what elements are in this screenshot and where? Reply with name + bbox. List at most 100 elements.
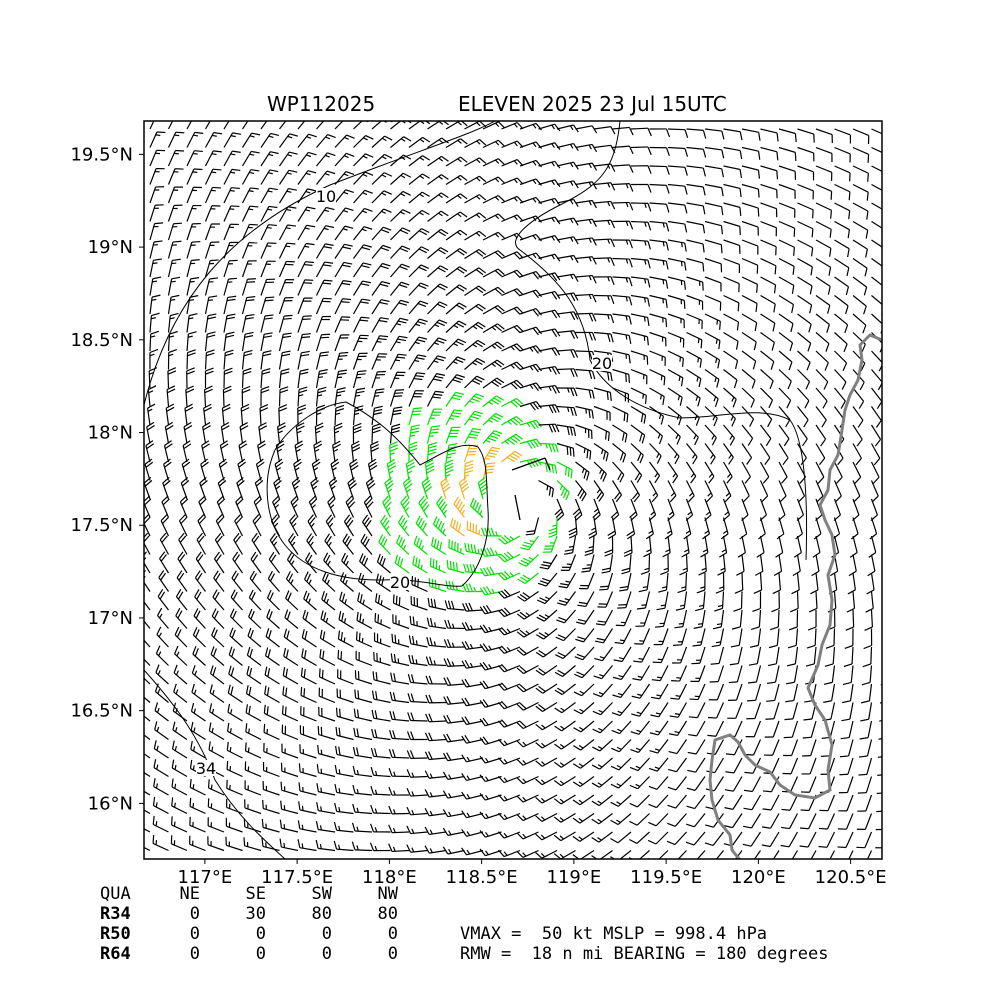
wind-barb bbox=[260, 385, 270, 407]
wind-barb bbox=[554, 665, 576, 678]
wind-barb bbox=[370, 785, 391, 796]
wind-barb bbox=[220, 421, 230, 444]
wind-barb bbox=[834, 332, 848, 353]
wind-barb bbox=[725, 739, 743, 756]
wind-barb bbox=[279, 819, 299, 833]
wind-barb bbox=[890, 259, 904, 277]
wind-barb bbox=[799, 813, 817, 830]
wind-barb bbox=[167, 312, 179, 333]
wind-barb bbox=[825, 628, 836, 649]
wind-barb bbox=[633, 646, 651, 663]
wind-barb bbox=[704, 146, 725, 159]
wind-barb bbox=[538, 142, 561, 150]
wind-barb bbox=[427, 355, 446, 370]
wind-barb bbox=[723, 331, 739, 350]
wind-barb bbox=[415, 515, 428, 537]
wind-barb bbox=[424, 459, 435, 481]
wind-barb bbox=[538, 404, 560, 414]
wind-barb bbox=[223, 313, 236, 333]
table-cell: 0 bbox=[321, 924, 332, 944]
lat-tick-label: 18.5°N bbox=[70, 330, 133, 351]
wind-barb bbox=[171, 797, 188, 815]
wind-barb bbox=[556, 442, 575, 457]
wind-barb bbox=[482, 194, 505, 204]
wind-barb bbox=[704, 128, 725, 140]
wind-barb bbox=[870, 424, 882, 447]
wind-barb bbox=[280, 781, 299, 796]
wind-barb bbox=[337, 669, 354, 685]
wind-barb bbox=[149, 168, 165, 185]
wind-barb bbox=[797, 369, 811, 390]
wind-barb bbox=[233, 532, 244, 555]
wind-barb bbox=[890, 129, 905, 145]
wind-barb bbox=[516, 627, 539, 638]
wind-barb bbox=[371, 335, 389, 352]
wind-barb bbox=[260, 121, 268, 130]
wind-barb bbox=[667, 813, 687, 827]
wind-barb bbox=[667, 239, 687, 252]
wind-barb bbox=[425, 713, 447, 723]
wind-barb bbox=[810, 850, 817, 859]
wind-barb bbox=[427, 597, 447, 611]
wind-barb bbox=[144, 677, 151, 685]
wind-barb bbox=[748, 646, 762, 666]
wind-barb bbox=[760, 387, 774, 409]
wind-barb bbox=[316, 121, 330, 130]
wind-barb bbox=[405, 458, 416, 481]
wind-barb bbox=[297, 333, 311, 352]
wind-barb bbox=[464, 285, 486, 296]
wind-barb bbox=[780, 831, 799, 848]
wind-barb bbox=[556, 405, 577, 417]
wind-barb bbox=[445, 391, 464, 407]
wind-barb bbox=[498, 589, 521, 599]
wind-barb bbox=[189, 835, 206, 852]
wind-barb bbox=[227, 703, 243, 722]
wind-barb bbox=[223, 331, 235, 352]
wind-barb bbox=[207, 836, 225, 852]
wind-barb bbox=[731, 609, 743, 630]
wind-barb bbox=[685, 831, 706, 846]
wind-barb bbox=[610, 813, 632, 826]
wind-barb bbox=[649, 350, 666, 366]
wind-barb bbox=[170, 835, 188, 852]
wind-barb bbox=[516, 683, 539, 693]
wind-barb bbox=[743, 776, 762, 793]
wind-barb bbox=[691, 646, 706, 665]
wind-barb bbox=[372, 671, 391, 685]
wind-barb bbox=[352, 765, 373, 778]
wind-barb bbox=[463, 563, 484, 574]
wind-barb bbox=[890, 148, 905, 164]
wind-barb bbox=[648, 776, 669, 790]
wind-barb bbox=[207, 817, 225, 833]
wind-barb bbox=[611, 480, 623, 503]
wind-barb bbox=[353, 262, 372, 278]
wind-barb bbox=[369, 440, 380, 463]
wind-barb bbox=[667, 350, 684, 367]
wind-barb bbox=[591, 813, 613, 825]
wind-barb bbox=[208, 722, 225, 741]
wind-barb bbox=[282, 686, 299, 704]
wind-barb bbox=[576, 609, 595, 625]
wind-barb bbox=[260, 151, 279, 167]
wind-barb bbox=[852, 387, 865, 409]
wind-barb bbox=[195, 551, 207, 574]
wind-barb bbox=[516, 738, 539, 748]
wind-barb bbox=[149, 330, 159, 352]
wind-barb bbox=[612, 164, 634, 173]
wind-barb bbox=[760, 369, 774, 390]
wind-barb bbox=[279, 838, 299, 852]
wind-barb bbox=[574, 665, 595, 679]
wind-barb bbox=[797, 183, 814, 200]
wind-barb bbox=[815, 443, 826, 466]
wind-barb bbox=[297, 133, 317, 148]
wind-barb bbox=[228, 665, 243, 685]
wind-barb bbox=[246, 666, 262, 685]
table-header-row: QUA NE SE SW NW bbox=[100, 884, 398, 904]
wind-barb bbox=[662, 535, 671, 558]
wind-barb bbox=[813, 517, 822, 540]
wind-barb bbox=[516, 646, 539, 656]
wind-barb bbox=[890, 333, 902, 353]
wind-barb bbox=[612, 665, 632, 681]
wind-barb bbox=[808, 591, 818, 613]
wind-barb bbox=[304, 571, 317, 592]
